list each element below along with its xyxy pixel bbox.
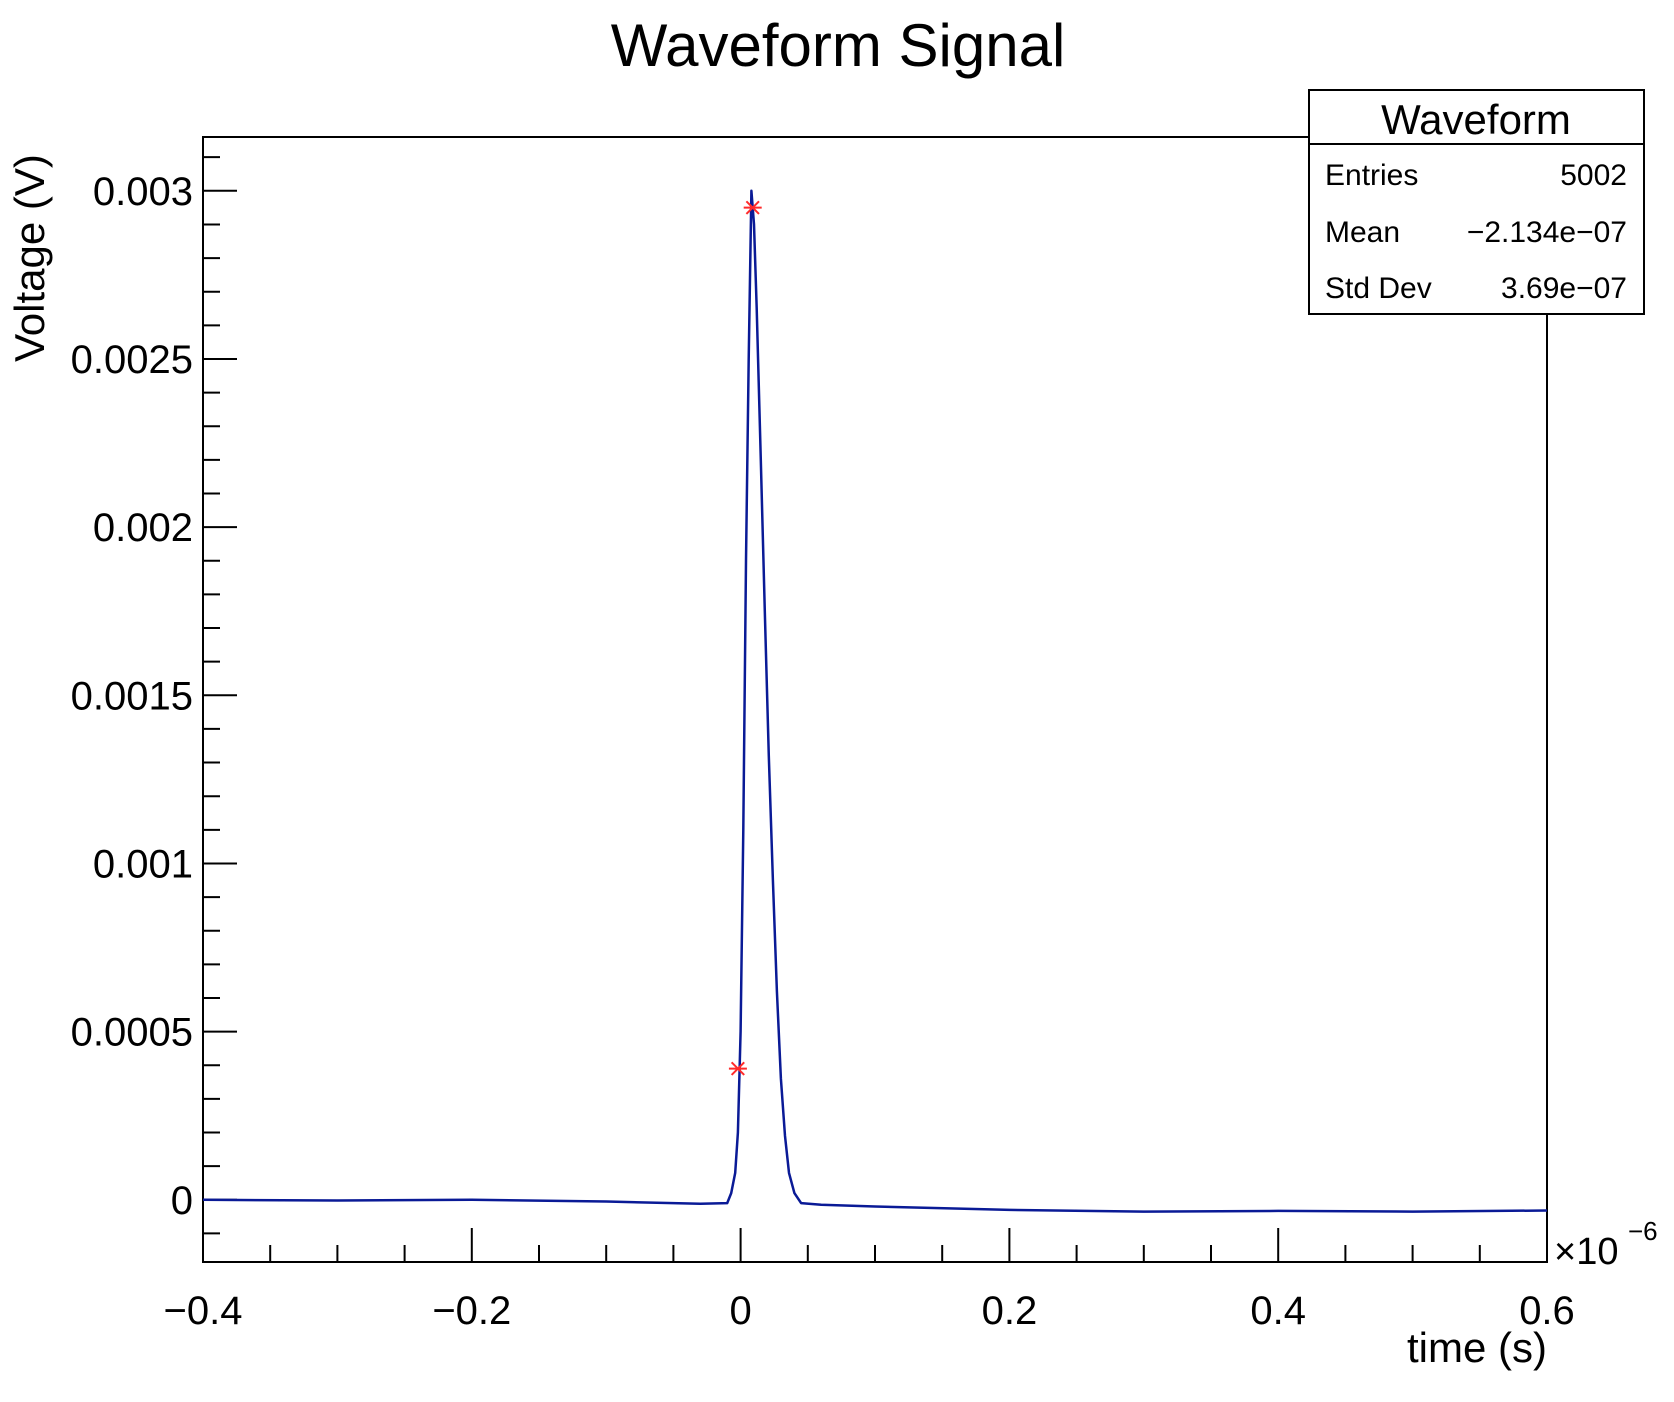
y-tick-label: 0.0005 (71, 1011, 193, 1055)
stats-stddev-label: Std Dev (1325, 272, 1432, 305)
y-tick-label: 0.001 (93, 842, 193, 886)
x-tick-label: −0.4 (164, 1289, 243, 1333)
chart-title: Waveform Signal (611, 12, 1066, 79)
stats-entries-label: Entries (1325, 159, 1418, 192)
plot-axes: −0.4 −0.2 0 0.2 0.4 0.6 0 0.0005 0.001 0.0015 0.00… (71, 136, 1575, 1333)
marker-stroke (730, 1061, 745, 1076)
x-tick-label: −0.2 (432, 1289, 511, 1333)
y-tick-label: 0.0025 (71, 338, 193, 382)
x-axis-label: time (s) (1407, 1324, 1547, 1371)
y-tick-label: 0 (171, 1179, 193, 1223)
x-axis-multiplier: ×10 −6 (1554, 1216, 1658, 1273)
x-tick-label: 0.6 (1519, 1289, 1575, 1333)
y-tick-label: 0.003 (93, 170, 193, 214)
peak-marker (728, 1061, 747, 1076)
stats-box-title: Waveform (1381, 96, 1571, 143)
stats-stddev-value: 3.69e−07 (1501, 272, 1627, 305)
waveform-series-line (202, 189, 1548, 1213)
x-tick-label: 0.4 (1250, 1289, 1306, 1333)
y-axis-label: Voltage (V) (6, 154, 53, 362)
marker-layer (728, 200, 762, 1076)
y-tick-label: 0.002 (93, 506, 193, 550)
stats-box: Waveform Entries 5002 Mean −2.134e−07 St… (1308, 89, 1645, 315)
stats-mean-label: Mean (1325, 216, 1400, 249)
marker-stroke (745, 200, 760, 215)
series-layer (202, 189, 1548, 1213)
x-tick-label: 0.2 (982, 1289, 1038, 1333)
x-multiplier-base: ×10 (1554, 1231, 1618, 1273)
stats-box-frame (1308, 89, 1645, 315)
y-tick-label: 0.0015 (71, 674, 193, 718)
x-multiplier-exponent: −6 (1628, 1216, 1658, 1246)
stats-entries-value: 5002 (1560, 159, 1627, 192)
x-tick-label: 0 (729, 1289, 751, 1333)
stats-mean-value: −2.134e−07 (1467, 216, 1627, 249)
peak-marker (743, 200, 762, 215)
